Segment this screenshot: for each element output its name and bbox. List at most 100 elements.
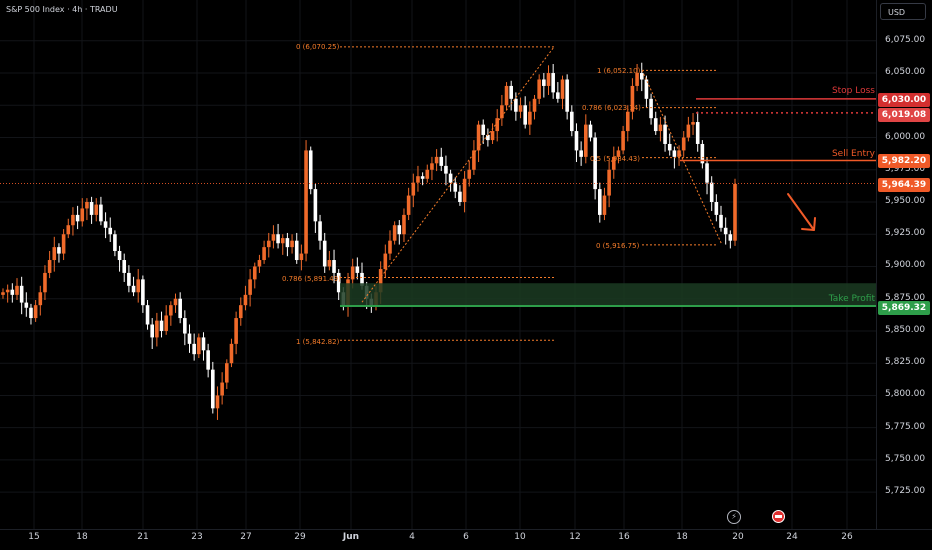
candle-body (467, 169, 472, 179)
candle-body (425, 169, 430, 179)
candle-body (271, 234, 276, 241)
candle-body (705, 163, 709, 183)
flag-icon[interactable] (772, 510, 785, 523)
price-tick-label: 5,975.00 (885, 163, 926, 174)
price-axis-background (876, 0, 932, 530)
candle-body (206, 350, 210, 370)
candle-body (262, 247, 266, 261)
candle-body (94, 204, 99, 215)
candle-body (113, 234, 117, 252)
candle-body (681, 137, 686, 151)
candle-body (318, 221, 322, 241)
time-axis-divider (0, 529, 932, 530)
candle-body (103, 221, 108, 228)
candle-body (593, 137, 597, 190)
candle-body (290, 240, 294, 248)
fib-right-upper-label: 0.786 (6,023.14) (582, 104, 641, 112)
candle-body (15, 285, 19, 295)
candle-body (229, 343, 234, 364)
candle-body (266, 240, 271, 248)
candle-body (178, 298, 182, 319)
candle-body (99, 204, 103, 222)
candle-body (71, 214, 75, 226)
price-tick-label: 6,050.00 (885, 67, 926, 78)
candle-body (108, 227, 113, 235)
candle-body (131, 285, 136, 293)
candle-body (630, 85, 635, 112)
time-tick-label: 24 (786, 532, 798, 542)
candle-body (709, 182, 714, 202)
candle-body (667, 143, 672, 151)
candle-body (528, 111, 532, 125)
candle-body (420, 176, 425, 179)
candle-body (61, 234, 66, 254)
time-tick-label: 18 (76, 532, 88, 542)
candle-body (164, 315, 168, 331)
drawing-overlays (0, 46, 876, 341)
candle-body (663, 124, 667, 144)
candle-body (570, 111, 574, 132)
candle-body (644, 79, 649, 99)
candle-body (588, 124, 593, 138)
candle-body (453, 182, 458, 192)
candle-body (542, 79, 546, 86)
candle-body (597, 189, 602, 215)
lightning-icon[interactable]: ⚡ (727, 510, 741, 524)
candle-body (19, 285, 24, 303)
candle-body (201, 337, 206, 351)
take-profit-price-tag: 5,869.32 (878, 301, 930, 315)
candle-body (285, 238, 290, 248)
candle-body (332, 260, 336, 273)
candle-body (672, 150, 677, 157)
candle-body (360, 272, 364, 286)
candle-body (150, 324, 154, 338)
candle-body (155, 320, 159, 338)
candle-body (402, 214, 406, 235)
candle-body (33, 305, 38, 319)
candle-body (411, 182, 416, 196)
candle-body (439, 156, 444, 166)
candle-body (714, 202, 719, 215)
candle-body (700, 143, 705, 164)
candle-body (621, 131, 625, 151)
candle-body (611, 156, 616, 170)
candle-body (397, 225, 402, 235)
candle-body (248, 279, 252, 295)
candle-body (691, 122, 695, 125)
candle-body (434, 156, 439, 164)
candle-body (350, 266, 355, 280)
candle-body (490, 131, 495, 141)
candle-body (579, 150, 583, 157)
stop-loss-price-tag: 6,030.00 (878, 93, 930, 107)
candle-body (299, 253, 304, 261)
candle-body (509, 85, 514, 99)
time-tick-label: 27 (240, 532, 252, 542)
candle-body (458, 191, 462, 202)
candle-body (280, 238, 285, 244)
candle-body (75, 214, 80, 222)
candle-body (38, 292, 43, 306)
candle-body (276, 234, 280, 244)
candle-body (173, 298, 178, 306)
take-profit-zone (340, 283, 876, 307)
candle-body (122, 260, 127, 273)
time-tick-label: 20 (732, 532, 744, 542)
candle-body (322, 240, 327, 267)
candle-body (47, 260, 52, 273)
candle-body (607, 169, 611, 196)
candle-body (565, 79, 569, 112)
time-tick-label: 6 (463, 532, 469, 542)
fib-left-mid-label: 0.786 (5,891.49) (282, 275, 341, 283)
time-tick-label: 29 (294, 532, 306, 542)
candle-body (546, 73, 551, 86)
candle-body (308, 150, 313, 190)
candle-body (500, 105, 504, 119)
candle-body (80, 208, 85, 222)
candle-body (551, 73, 555, 93)
fib-right-bottom-label: 0 (5,916.75) (596, 242, 640, 250)
candle-body (486, 134, 490, 141)
candle-body (383, 253, 388, 270)
currency-button[interactable]: USD (880, 3, 926, 20)
candle-body (141, 279, 145, 306)
